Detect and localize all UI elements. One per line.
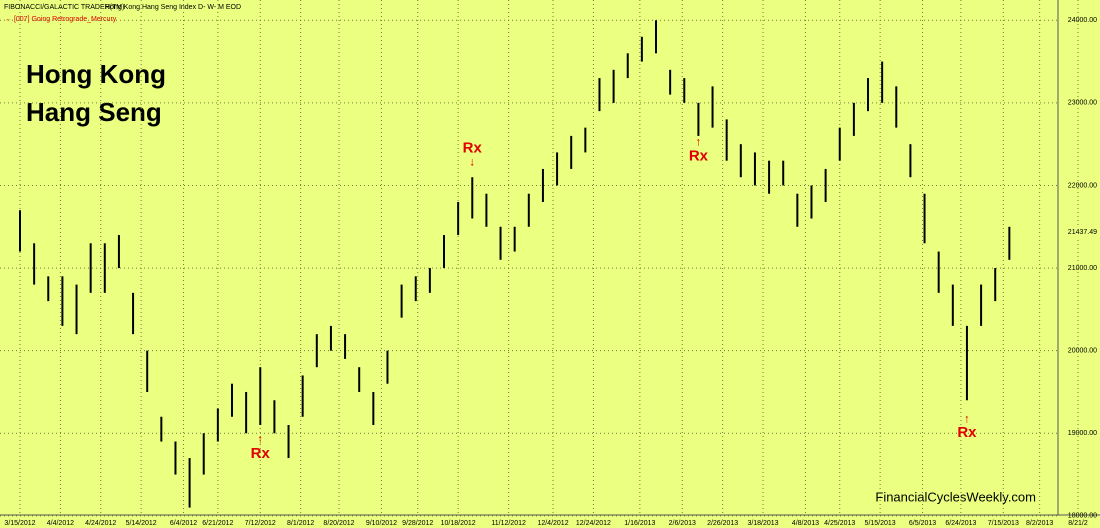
x-tick-label: 4/8/2013 xyxy=(792,520,819,527)
x-tick-label: 6/4/2012 xyxy=(170,520,197,527)
subtitle: Hong Kong Hang Seng Index D- W- M EOD xyxy=(105,4,241,11)
x-tick-label: 5/15/2013 xyxy=(865,520,896,527)
x-tick-label: 4/24/2012 xyxy=(85,520,116,527)
x-tick-label: 8/1/2012 xyxy=(287,520,314,527)
x-tick-label: 8/21/2 xyxy=(1068,520,1088,527)
watermark: FinancialCyclesWeekly.com xyxy=(875,489,1036,504)
indicator: ← [007] Going Retrograde_Mercury xyxy=(5,16,117,23)
x-tick-label: 3/18/2013 xyxy=(747,520,778,527)
x-tick-label: 11/12/2012 xyxy=(491,520,526,527)
header: FIBONACCI/GALACTIC TRADER(TM) xyxy=(4,4,124,11)
x-tick-label: 7/15/2013 xyxy=(988,520,1019,527)
x-tick-label: 12/24/2012 xyxy=(576,520,611,527)
x-tick-label: 2/6/2013 xyxy=(669,520,696,527)
annotation-arrow: ↓ xyxy=(469,154,475,168)
x-tick-label: 5/14/2012 xyxy=(126,520,157,527)
title: Hong Kong xyxy=(26,59,166,89)
annotation-arrow: ↑ xyxy=(695,135,701,149)
last-value-label: 21437.49 xyxy=(1068,229,1097,236)
annotation: Rx xyxy=(463,139,483,156)
annotation-arrow: ↑ xyxy=(257,432,263,446)
x-tick-label: 8/2/2013 xyxy=(1026,520,1053,527)
y-tick-label: 23000.00 xyxy=(1068,100,1097,107)
y-tick-label: 18000.00 xyxy=(1068,513,1097,520)
last-value-box xyxy=(1062,225,1098,238)
x-tick-label: 4/25/2013 xyxy=(824,520,855,527)
indicator-text: [007] Going Retrograde_Mercury xyxy=(14,16,117,23)
x-tick-label: 8/20/2012 xyxy=(323,520,354,527)
title: Hang Seng xyxy=(26,97,162,127)
x-tick-label: 7/12/2012 xyxy=(245,520,276,527)
x-tick-label: 6/5/2013 xyxy=(909,520,936,527)
x-tick-label: 1/16/2013 xyxy=(624,520,655,527)
x-tick-label: 9/10/2012 xyxy=(366,520,397,527)
x-tick-label: 10/18/2012 xyxy=(441,520,476,527)
annotation: Rx xyxy=(689,148,709,165)
annotation-arrow: ↑ xyxy=(964,411,970,425)
x-tick-label: 3/15/2012 xyxy=(4,520,35,527)
y-tick-label: 19000.00 xyxy=(1068,430,1097,437)
annotation: Rx xyxy=(251,445,271,462)
x-tick-label: 4/4/2012 xyxy=(47,520,74,527)
y-tick-label: 22000.00 xyxy=(1068,182,1097,189)
x-tick-label: 9/28/2012 xyxy=(402,520,433,527)
y-tick-label: 20000.00 xyxy=(1068,348,1097,355)
annotation: Rx xyxy=(957,424,977,441)
x-tick-label: 12/4/2012 xyxy=(537,520,568,527)
y-tick-label: 21000.00 xyxy=(1068,265,1097,272)
x-tick-label: 6/24/2013 xyxy=(945,520,976,527)
x-tick-label: 6/21/2012 xyxy=(202,520,233,527)
x-tick-label: 2/26/2013 xyxy=(707,520,738,527)
y-tick-label: 24000.00 xyxy=(1068,17,1097,24)
